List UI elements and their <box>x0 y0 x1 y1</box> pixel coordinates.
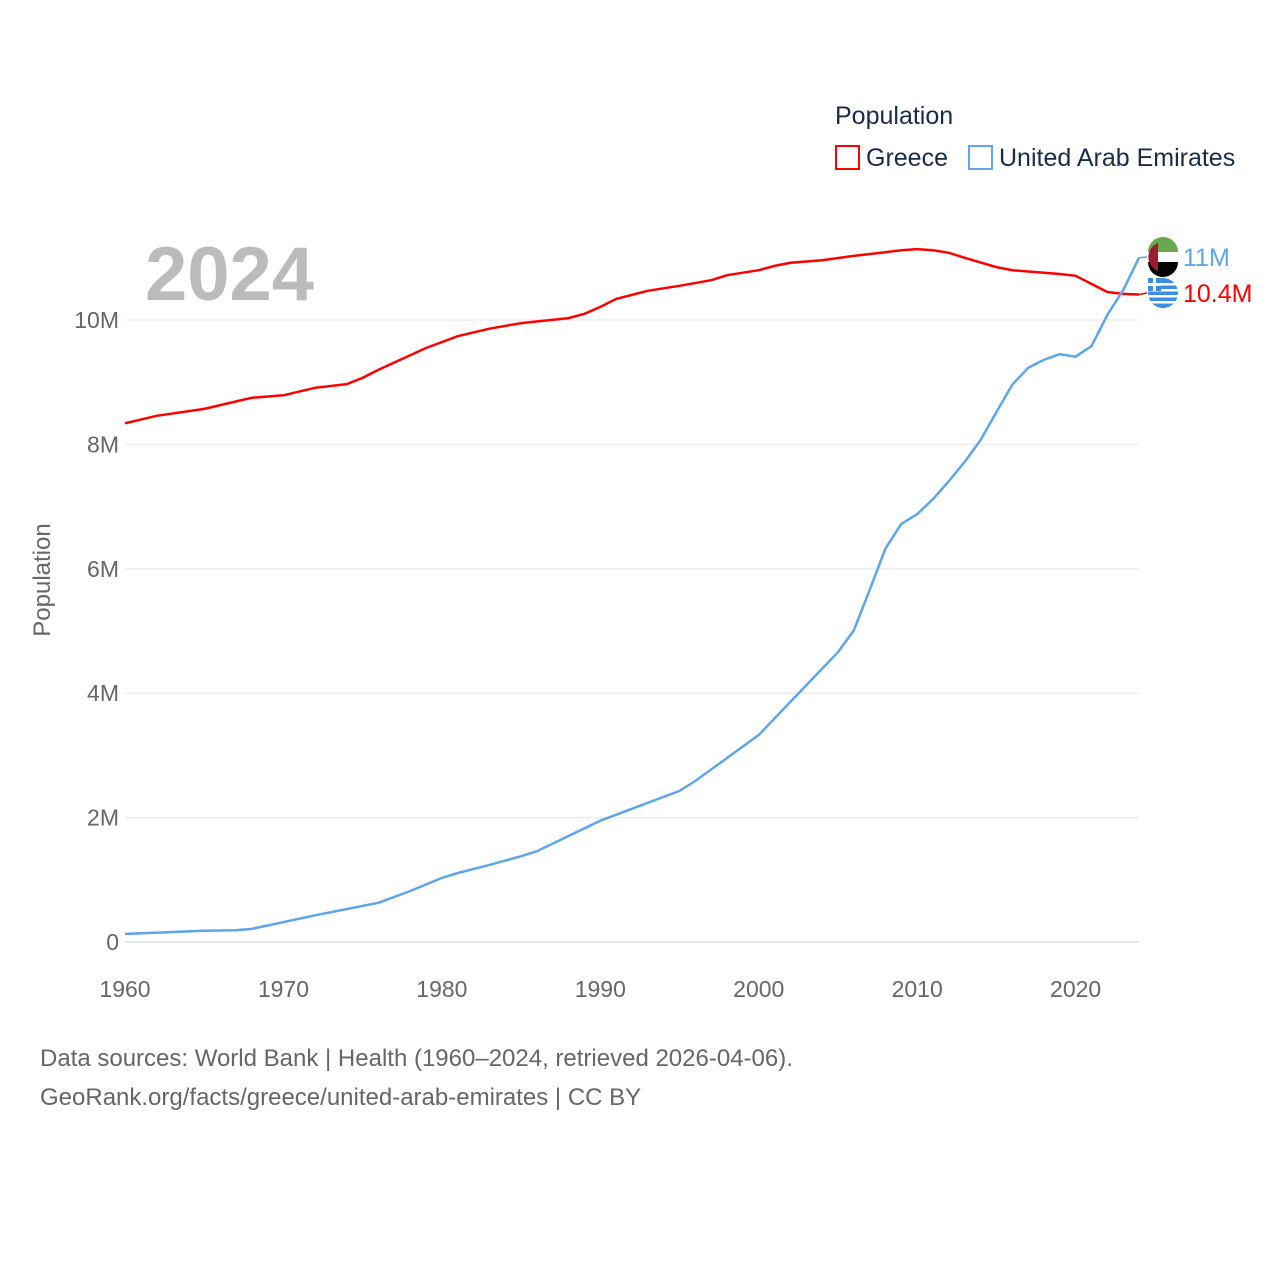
legend-label[interactable]: United Arab Emirates <box>999 144 1235 172</box>
y-tick-label: 0 <box>106 929 119 955</box>
footer-sources: Data sources: World Bank | Health (1960–… <box>40 1045 793 1072</box>
y-tick-label: 6M <box>87 556 119 582</box>
x-tick-label: 2000 <box>733 976 784 1002</box>
x-tick-label: 1980 <box>416 976 467 1002</box>
y-axis-label: Population <box>29 523 56 636</box>
y-tick-label: 10M <box>74 307 119 333</box>
legend-swatch <box>967 145 993 170</box>
y-tick-label: 8M <box>87 431 119 457</box>
x-tick-label: 2020 <box>1050 976 1101 1002</box>
footer-attribution[interactable]: GeoRank.org/facts/greece/united-arab-emi… <box>40 1084 642 1111</box>
x-tick-label: 1970 <box>258 976 309 1002</box>
end-value-label: 11M <box>1183 244 1230 272</box>
legend-title: Population <box>835 102 953 130</box>
end-connector <box>1138 256 1148 259</box>
end-value-label: 10.4M <box>1183 280 1252 308</box>
x-tick-label: 1960 <box>99 976 150 1002</box>
series-line-united-arab-emirates <box>124 257 1141 936</box>
x-tick-label: 2010 <box>892 976 943 1002</box>
series-line-greece <box>124 247 1140 425</box>
year-label: 2024 <box>145 232 314 317</box>
end-connector <box>1138 292 1148 296</box>
legend-label[interactable]: Greece <box>866 144 948 172</box>
uae-flag-icon <box>1148 237 1178 277</box>
greece-flag-icon <box>1148 278 1178 308</box>
y-tick-label: 4M <box>87 680 119 706</box>
legend-swatch <box>835 145 860 170</box>
y-tick-label: 2M <box>87 805 119 831</box>
x-tick-label: 1990 <box>575 976 626 1002</box>
